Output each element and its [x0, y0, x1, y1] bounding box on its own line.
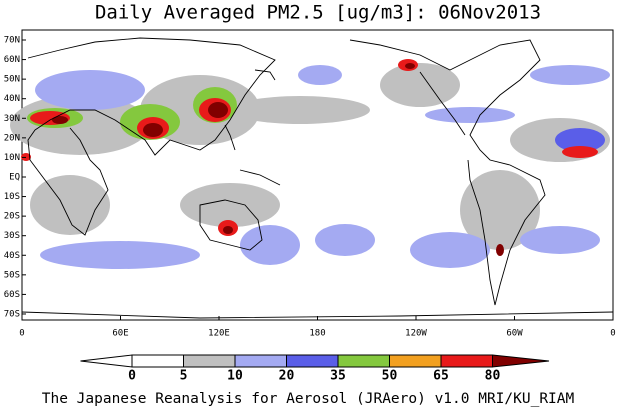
- colorbar: 0 5 10 20 35 50 65 80: [80, 354, 550, 384]
- colorbar-label: 10: [227, 369, 243, 384]
- lon-label: 0: [610, 329, 615, 339]
- lat-label: 40S: [4, 251, 20, 261]
- colorbar-label: 50: [382, 369, 398, 384]
- lat-label: EQ: [9, 172, 20, 182]
- lat-label: 30N: [4, 114, 20, 124]
- lon-label: 120E: [208, 329, 230, 339]
- lat-label: 70N: [4, 36, 20, 46]
- lat-label: 10N: [4, 153, 20, 163]
- lon-label: 120W: [405, 329, 427, 339]
- colorbar-label: 5: [180, 369, 188, 384]
- lat-label: 30S: [4, 231, 20, 241]
- map: [10, 29, 614, 321]
- footer: The Japanese Reanalysis for Aerosol (JRA…: [42, 391, 575, 407]
- lat-label: 20S: [4, 212, 20, 222]
- colorbar-label: 20: [279, 369, 295, 384]
- lon-axis: 0 60E 120E 180 120W 60W 0: [19, 316, 616, 339]
- lat-label: 50S: [4, 270, 20, 280]
- colorbar-swatch: [337, 354, 390, 368]
- lon-label: 60E: [112, 329, 128, 339]
- lat-axis: 70N 60N 50N 40N 30N 20N 10N EQ 10S 20S 30S 40S 50S 60…: [4, 36, 26, 319]
- colorbar-swatch: [131, 354, 184, 368]
- coastlines: [21, 37, 614, 319]
- lon-label: 180: [309, 329, 325, 339]
- colorbar-label: 65: [433, 369, 449, 384]
- lat-label: 10S: [4, 192, 20, 202]
- map-title: Daily Averaged PM2.5 [ug/m3]: 06Nov2013: [95, 2, 541, 24]
- colorbar-low-arrow: [80, 354, 133, 368]
- colorbar-swatch: [183, 354, 236, 368]
- colorbar-high-arrow: [492, 354, 550, 368]
- lat-label: 20N: [4, 133, 20, 143]
- lat-label: 70S: [4, 309, 20, 319]
- colorbar-swatch: [440, 354, 493, 368]
- lat-label: 60N: [4, 55, 20, 65]
- colorbar-label: 0: [128, 369, 136, 384]
- lat-label: 60S: [4, 290, 20, 300]
- lat-label: 50N: [4, 75, 20, 85]
- colorbar-swatch: [389, 354, 442, 368]
- colorbar-swatch: [234, 354, 287, 368]
- colorbar-swatch: [286, 354, 339, 368]
- colorbar-label: 35: [330, 369, 346, 384]
- aerosol-field: [10, 59, 610, 269]
- colorbar-label: 80: [485, 369, 501, 384]
- lat-label: 40N: [4, 94, 20, 104]
- lon-label: 60W: [506, 329, 523, 339]
- lon-label: 0: [19, 329, 24, 339]
